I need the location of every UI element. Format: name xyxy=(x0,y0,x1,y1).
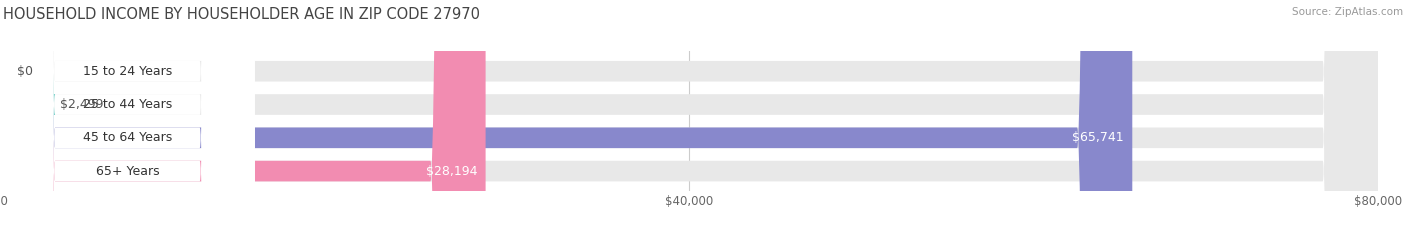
FancyBboxPatch shape xyxy=(0,0,485,233)
Text: $28,194: $28,194 xyxy=(426,164,477,178)
Text: $65,741: $65,741 xyxy=(1073,131,1123,144)
Text: 25 to 44 Years: 25 to 44 Years xyxy=(83,98,172,111)
Text: $2,499: $2,499 xyxy=(59,98,103,111)
FancyBboxPatch shape xyxy=(0,0,254,233)
Text: HOUSEHOLD INCOME BY HOUSEHOLDER AGE IN ZIP CODE 27970: HOUSEHOLD INCOME BY HOUSEHOLDER AGE IN Z… xyxy=(3,7,479,22)
Text: 15 to 24 Years: 15 to 24 Years xyxy=(83,65,172,78)
FancyBboxPatch shape xyxy=(0,0,254,233)
Text: 45 to 64 Years: 45 to 64 Years xyxy=(83,131,172,144)
Text: $0: $0 xyxy=(17,65,32,78)
FancyBboxPatch shape xyxy=(0,0,254,233)
FancyBboxPatch shape xyxy=(0,0,1132,233)
Text: 65+ Years: 65+ Years xyxy=(96,164,159,178)
FancyBboxPatch shape xyxy=(0,0,55,233)
Text: Source: ZipAtlas.com: Source: ZipAtlas.com xyxy=(1292,7,1403,17)
FancyBboxPatch shape xyxy=(0,0,254,233)
